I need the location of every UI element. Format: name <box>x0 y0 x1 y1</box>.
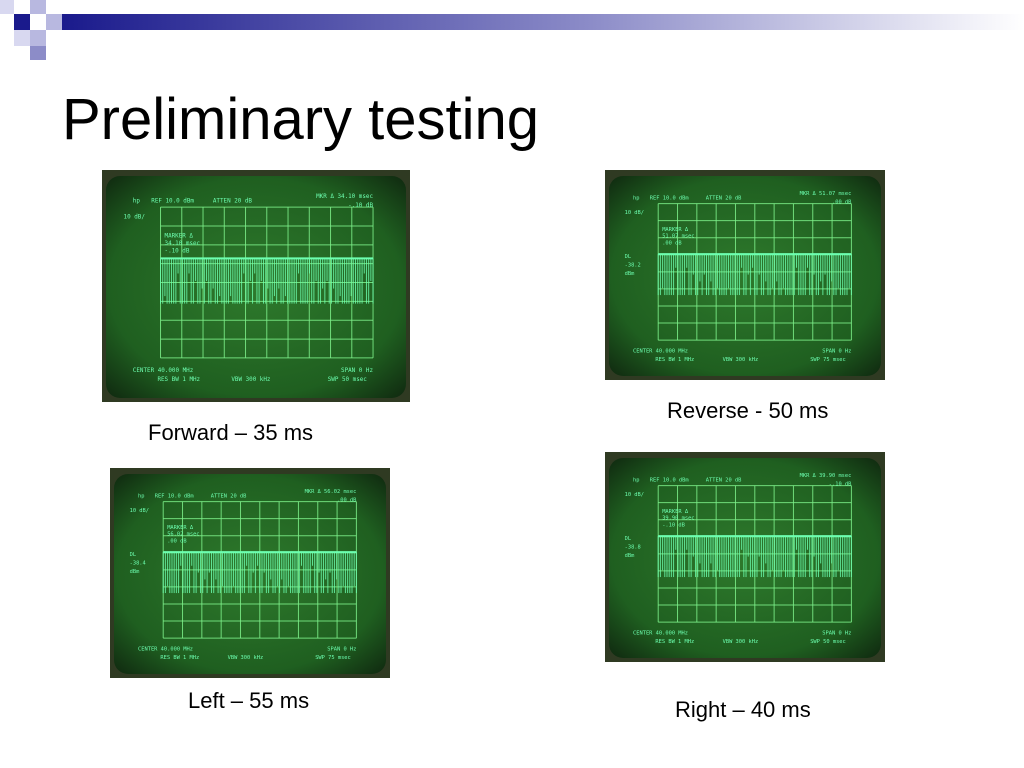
readout-hp: hp <box>138 493 144 499</box>
readout-swp: SWP 50 msec <box>328 377 368 383</box>
caption-reverse: Reverse - 50 ms <box>667 398 829 423</box>
caption-forward: Forward – 35 ms <box>148 420 314 445</box>
readout-marker: MARKER Δ <box>662 227 689 233</box>
readout-swp: SWP 75 msec <box>810 357 846 363</box>
readout-ref: REF 10.0 dBm <box>650 477 689 483</box>
readout-marker-db: .00 dB <box>167 539 186 545</box>
scope-photo-right: hp REF 10.0 dBm ATTEN 20 dB MKR Δ 39.90 mse… <box>605 452 885 662</box>
readout-scale: 10 dB/ <box>625 492 644 498</box>
readout-atten: ATTEN 20 dB <box>706 195 742 201</box>
readout-swp: SWP 50 msec <box>810 639 846 645</box>
readout-vbw: VBW 300 kHz <box>231 377 270 383</box>
scope-photo-left: hp REF 10.0 dBm ATTEN 20 dB MKR Δ 56.02 mse… <box>110 468 390 678</box>
readout-resbw: RES BW 1 MHz <box>157 377 200 383</box>
scope-screen: hp REF 10.0 dBm ATTEN 20 dB MKR Δ 51.07 mse… <box>605 170 885 380</box>
readout-mkr: MKR Δ 51.07 msec <box>800 191 852 197</box>
scope-screen: hp REF 10.0 dBm ATTEN 20 dB MKR Δ 34.10 mse… <box>102 170 410 402</box>
readout-atten: ATTEN 20 dB <box>706 477 742 483</box>
scope-screen: hp REF 10.0 dBm ATTEN 20 dB MKR Δ 56.02 mse… <box>110 468 390 678</box>
readout-atten: ATTEN 20 dB <box>211 493 247 499</box>
readout-marker-time: 39.90 msec <box>662 516 694 522</box>
readout-mkr-db: -.10 dB <box>348 203 373 209</box>
readout-dl: DL <box>625 536 631 542</box>
readout-scale: 10 dB/ <box>130 508 149 514</box>
readout-ref: REF 10.0 dBm <box>151 198 194 204</box>
caption-left: Left – 55 ms <box>188 688 310 713</box>
readout-ref: REF 10.0 dBm <box>155 493 194 499</box>
readout-mkr: MKR Δ 34.10 msec <box>316 194 373 200</box>
signal-trace <box>160 257 374 304</box>
caption-right: Right – 40 ms <box>675 697 811 722</box>
readout-center: CENTER 40.000 MHz <box>633 631 688 637</box>
readout-span: SPAN 0 Hz <box>327 647 356 653</box>
readout-vbw: VBW 300 kHz <box>723 357 759 363</box>
readout-dl-value: -38.4 <box>130 561 146 567</box>
readout-resbw: RES BW 1 MHz <box>655 357 694 363</box>
scope-photo-reverse: hp REF 10.0 dBm ATTEN 20 dB MKR Δ 51.07 mse… <box>605 170 885 380</box>
readout-atten: ATTEN 20 dB <box>213 198 253 204</box>
readout-dl-unit: dBm <box>130 569 140 575</box>
readout-dl: DL <box>625 254 631 260</box>
readout-center: CENTER 40.000 MHz <box>138 647 193 653</box>
readout-marker: MARKER Δ <box>167 525 194 531</box>
signal-trace <box>657 535 852 578</box>
readout-marker-db: .00 dB <box>662 241 681 247</box>
readout-ref: REF 10.0 dBm <box>650 195 689 201</box>
readout-dl-value: -38.2 <box>625 263 641 269</box>
readout-scale: 10 dB/ <box>124 215 146 221</box>
readout-marker-db: -.10 dB <box>165 248 190 254</box>
signal-trace <box>162 551 357 594</box>
readout-swp: SWP 75 msec <box>315 655 351 661</box>
readout-vbw: VBW 300 kHz <box>228 655 264 661</box>
readout-marker-time: 51.07 msec <box>662 234 694 240</box>
scope-photo-forward: hp REF 10.0 dBm ATTEN 20 dB MKR Δ 34.10 mse… <box>102 170 410 402</box>
readout-center: CENTER 40.000 MHz <box>633 349 688 355</box>
readout-dl-unit: dBm <box>625 553 635 559</box>
readout-hp: hp <box>633 477 639 483</box>
readout-dl: DL <box>130 552 136 558</box>
readout-mkr-db: .00 dB <box>832 200 851 206</box>
readout-dl-unit: dBm <box>625 271 635 277</box>
readout-mkr: MKR Δ 56.02 msec <box>305 489 357 495</box>
readout-mkr-db: .00 dB <box>337 498 356 504</box>
readout-mkr-db: -.10 dB <box>829 482 852 488</box>
readout-scale: 10 dB/ <box>625 210 644 216</box>
header-decoration <box>0 0 1024 60</box>
readout-span: SPAN 0 Hz <box>822 631 851 637</box>
slide-title: Preliminary testing <box>62 87 540 152</box>
readout-hp: hp <box>633 195 639 201</box>
readout-resbw: RES BW 1 MHz <box>160 655 199 661</box>
signal-trace <box>657 253 852 296</box>
readout-marker-time: 34.10 msec <box>165 241 201 247</box>
readout-hp: hp <box>133 198 141 204</box>
readout-marker-db: -.10 dB <box>662 523 685 529</box>
readout-vbw: VBW 300 kHz <box>723 639 759 645</box>
readout-marker: MARKER Δ <box>662 509 689 515</box>
readout-resbw: RES BW 1 MHz <box>655 639 694 645</box>
readout-marker-time: 56.02 msec <box>167 532 199 538</box>
readout-marker: MARKER Δ <box>165 233 194 239</box>
readout-center: CENTER 40.000 MHz <box>133 368 193 374</box>
readout-dl-value: -38.8 <box>625 545 641 551</box>
scope-screen: hp REF 10.0 dBm ATTEN 20 dB MKR Δ 39.90 mse… <box>605 452 885 662</box>
readout-mkr: MKR Δ 39.90 msec <box>800 473 852 479</box>
readout-span: SPAN 0 Hz <box>822 349 851 355</box>
readout-span: SPAN 0 Hz <box>341 368 373 374</box>
